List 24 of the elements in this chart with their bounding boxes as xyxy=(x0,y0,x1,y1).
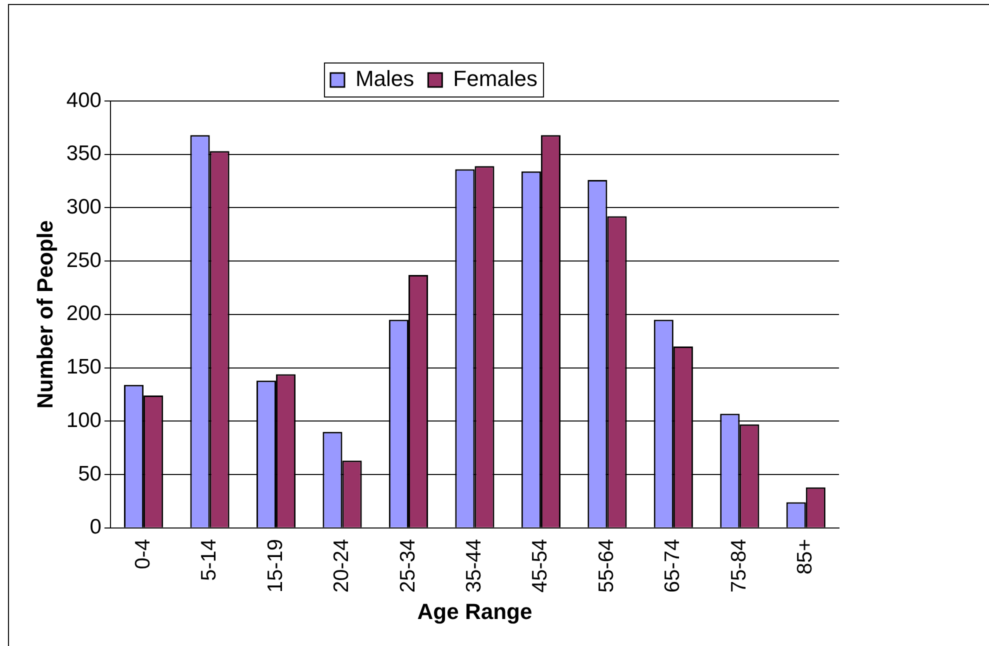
y-tick-label: 250 xyxy=(66,248,102,272)
x-tick-label: 25-34 xyxy=(396,538,420,593)
x-tick-label: 45-54 xyxy=(528,538,552,593)
y-tick-label: 100 xyxy=(66,408,102,432)
y-tick-label: 400 xyxy=(66,88,102,112)
x-tick-label: 85+ xyxy=(794,538,817,575)
y-tick-label: 0 xyxy=(90,516,102,539)
x-tick-label: 5-14 xyxy=(198,538,221,581)
x-tick-label: 75-84 xyxy=(727,538,750,593)
x-tick-label: 65-74 xyxy=(661,538,684,593)
y-tick-label: 350 xyxy=(66,142,102,166)
x-tick-label: 0-4 xyxy=(131,538,154,570)
y-axis-title: Number of People xyxy=(32,220,58,409)
x-tick-label: 15-19 xyxy=(264,538,287,593)
y-tick-label: 150 xyxy=(66,356,102,379)
x-tick-label: 35-44 xyxy=(462,538,486,593)
x-tick-label: 55-64 xyxy=(594,538,618,593)
legend-label: Males xyxy=(355,66,414,92)
y-tick-label: 200 xyxy=(66,302,102,326)
y-tick-label: 50 xyxy=(78,462,102,486)
x-axis-title: Age Range xyxy=(417,598,532,624)
x-tick-label: 20-24 xyxy=(330,538,354,593)
legend-label: Females xyxy=(453,66,538,92)
y-tick-label: 300 xyxy=(66,196,102,219)
